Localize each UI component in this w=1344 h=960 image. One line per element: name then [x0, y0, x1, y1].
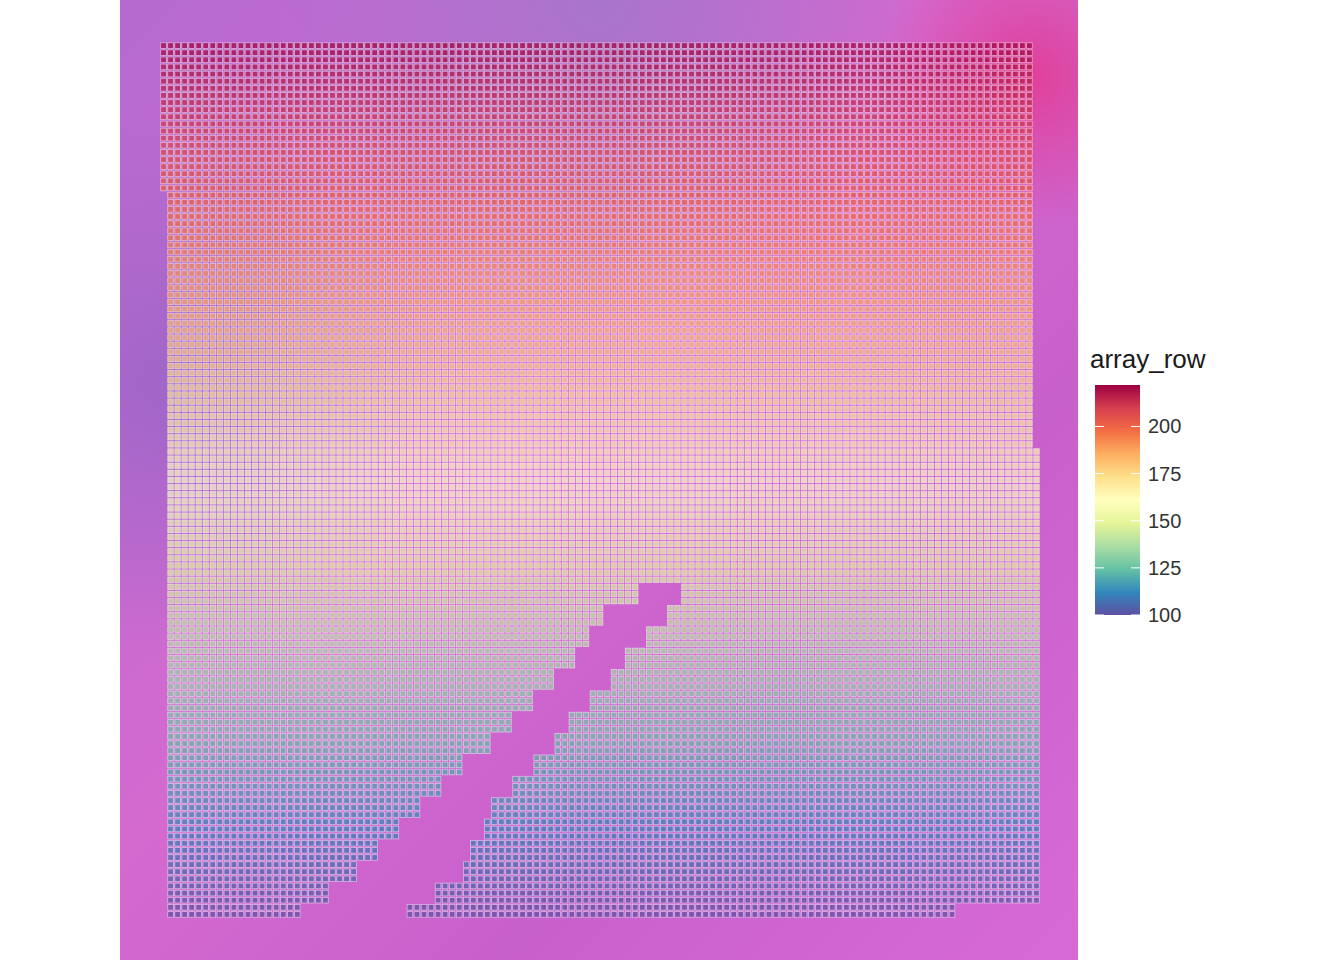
svg-text:150: 150 [1148, 510, 1181, 532]
svg-text:125: 125 [1148, 557, 1181, 579]
svg-text:200: 200 [1148, 415, 1181, 437]
svg-text:array_row: array_row [1090, 344, 1206, 374]
svg-text:100: 100 [1148, 604, 1181, 626]
svg-text:175: 175 [1148, 463, 1181, 485]
